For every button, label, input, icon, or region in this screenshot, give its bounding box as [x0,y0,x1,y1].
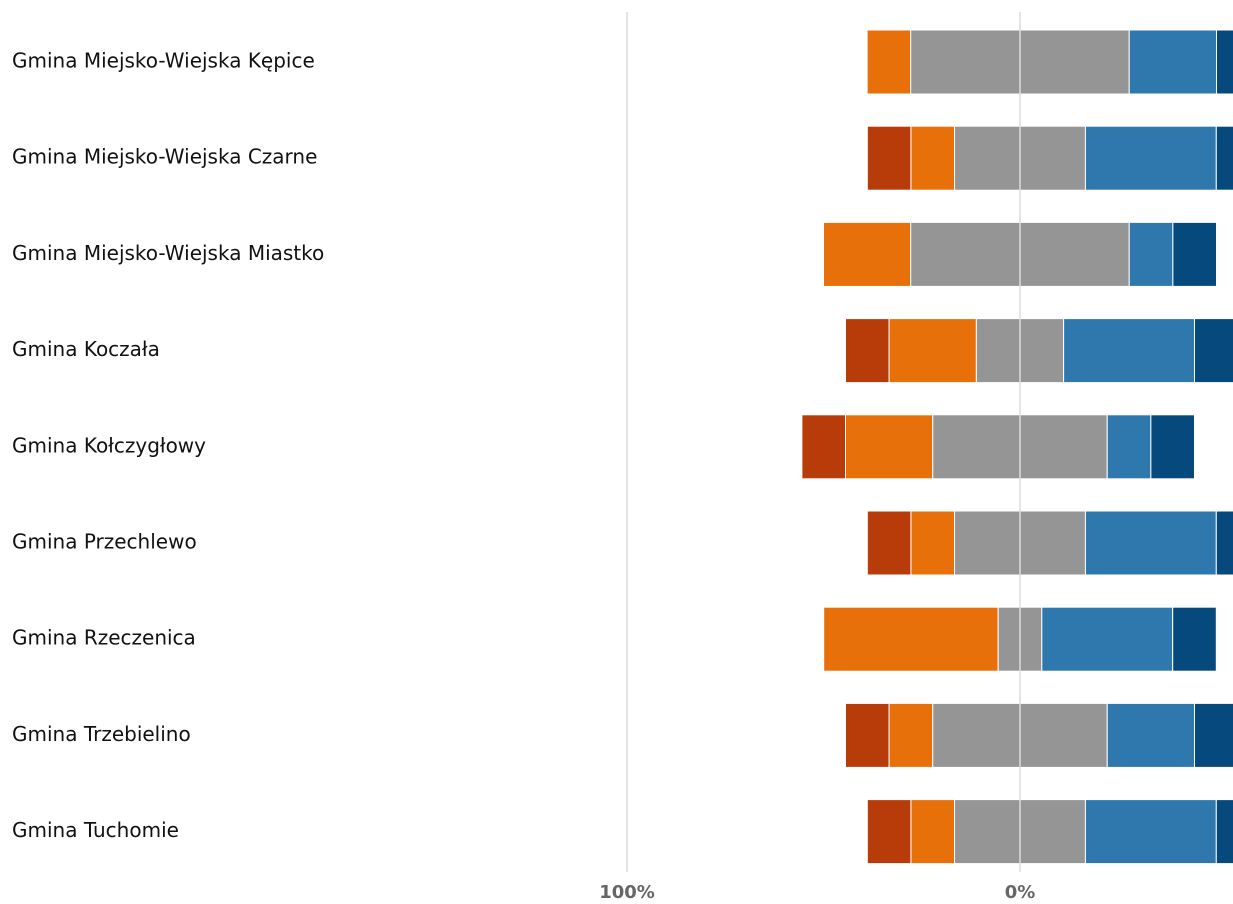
bar-segment [888,318,977,384]
category-label: Gmina Trzebielino [12,722,191,746]
bar-segment [866,799,912,865]
bar-segment [845,414,934,480]
bar-segment [1084,510,1217,576]
bar-segment [1172,606,1217,672]
category-label: Gmina Przechlewo [12,530,197,554]
bar-segment [1106,702,1195,768]
category-label: Gmina Miejsko-Wiejska Miastko [12,241,324,265]
category-label: Gmina Miejsko-Wiejska Czarne [12,145,317,169]
category-label: Gmina Rzeczenica [12,626,196,650]
bar-segment [1215,125,1233,191]
bar-segment [1215,799,1233,865]
bar-segment [866,125,912,191]
bar-segment [888,702,934,768]
bar-segment [823,606,999,672]
bar-segment [845,702,890,768]
bar-segment [910,799,956,865]
bar-segment [1063,318,1195,384]
bar-segment [1106,414,1152,480]
category-label: Gmina Tuchomie [12,818,179,842]
x-tick-label: 100% [599,882,655,903]
bar-segment [910,125,956,191]
category-label: Gmina Miejsko-Wiejska Kępice [12,49,315,73]
bar-segment [1084,799,1217,865]
category-label: Gmina Koczała [12,337,160,361]
bar-segment [1193,318,1233,384]
bar-segment [1041,606,1174,672]
bar-segment [910,510,956,576]
bar-segment [1172,221,1217,287]
bar-segment [1215,510,1233,576]
category-label: Gmina Kołczygłowy [12,433,206,457]
bar-segment [845,318,890,384]
bar-segment [1128,29,1217,95]
bar-segment [822,221,912,287]
bar-segment [866,29,912,95]
bar-segment [1215,29,1233,95]
bar-segment [1084,125,1217,191]
bar-segment [1150,414,1195,480]
bar-segment [866,510,912,576]
bar-segment [1128,221,1174,287]
x-tick-label: 0% [1005,882,1036,903]
bar-segment [801,414,847,480]
bar-segment [1193,702,1233,768]
